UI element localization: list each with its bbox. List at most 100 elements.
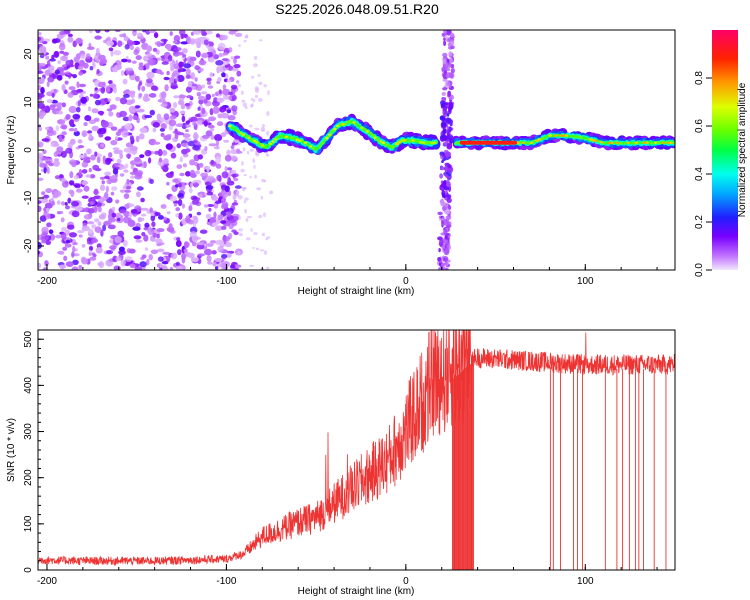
noise-speckle <box>81 257 89 265</box>
noise-speckle <box>223 139 230 143</box>
noise-speckle <box>130 175 135 179</box>
noise-speckle <box>200 30 207 34</box>
noise-speckle <box>65 261 74 267</box>
noise-speckle <box>124 163 129 169</box>
ridge-hotspot <box>395 142 399 146</box>
noise-speckle <box>236 70 242 77</box>
noise-speckle <box>108 80 113 85</box>
noise-speckle <box>101 180 105 185</box>
noise-speckle <box>267 236 271 239</box>
noise-speckle <box>113 149 121 154</box>
noise-speckle <box>249 124 253 128</box>
noise-speckle <box>74 127 78 133</box>
noise-speckle <box>71 251 75 258</box>
noise-speckle <box>217 42 226 51</box>
noise-speckle <box>60 150 67 158</box>
noise-speckle <box>201 84 206 89</box>
noise-speckle <box>194 113 201 118</box>
noise-speckle <box>51 54 55 60</box>
noise-speckle <box>180 103 186 110</box>
noise-speckle <box>178 182 182 188</box>
ridge-hotspot <box>591 139 596 142</box>
noise-speckle <box>200 91 208 95</box>
noise-speckle <box>197 95 206 101</box>
noise-speckle <box>107 224 116 230</box>
noise-speckle <box>136 108 145 113</box>
noise-speckle <box>176 265 183 270</box>
noise-speckle <box>128 150 134 154</box>
noise-speckle <box>219 106 226 113</box>
noise-speckle <box>46 166 50 174</box>
noise-speckle <box>108 111 114 117</box>
noise-speckle <box>139 154 145 159</box>
noise-speckle <box>158 157 163 163</box>
noise-speckle <box>94 226 102 233</box>
noise-speckle <box>182 54 187 58</box>
colorbar-tick-label: 0.0 <box>694 263 705 277</box>
noise-speckle <box>234 185 242 189</box>
noise-speckle <box>235 190 240 198</box>
noise-speckle <box>233 231 239 235</box>
noise-speckle <box>80 96 88 104</box>
noise-speckle <box>198 59 207 66</box>
noise-speckle <box>81 161 89 168</box>
noise-speckle <box>241 161 244 166</box>
noise-speckle <box>118 246 125 252</box>
noise-speckle <box>88 228 94 235</box>
noise-speckle <box>177 192 184 198</box>
noise-speckle <box>144 149 152 157</box>
noise-speckle <box>119 110 127 117</box>
noise-speckle <box>125 142 134 148</box>
noise-speckle <box>210 159 215 165</box>
noise-speckle <box>134 266 143 270</box>
y-tick-label: 0 <box>23 147 34 153</box>
ridge-hotspot <box>433 141 437 144</box>
snr-series-line <box>38 330 675 567</box>
noise-speckle <box>269 190 274 195</box>
noise-speckle <box>161 261 169 265</box>
figure-title: S225.2026.048.09.51.R20 <box>275 1 439 17</box>
noise-speckle <box>193 38 201 45</box>
noise-speckle <box>250 228 253 232</box>
noise-speckle <box>193 216 199 224</box>
noise-speckle <box>206 77 212 82</box>
noise-speckle <box>60 55 68 62</box>
noise-speckle <box>114 30 121 33</box>
noise-speckle <box>91 108 99 114</box>
noise-speckle <box>220 132 227 138</box>
spectrogram-x-label: Height of straight line (km) <box>298 286 415 297</box>
noise-speckle <box>57 102 63 106</box>
noise-speckle <box>153 32 159 39</box>
noise-speckle <box>208 143 217 147</box>
noise-speckle <box>61 125 67 130</box>
noise-speckle <box>78 71 84 76</box>
noise-speckle <box>170 82 178 90</box>
noise-speckle <box>83 122 88 127</box>
noise-speckle <box>115 199 120 204</box>
spectrogram-content <box>38 30 675 270</box>
noise-speckle <box>252 98 256 103</box>
noise-speckle <box>143 227 149 231</box>
noise-speckle <box>157 256 164 262</box>
noise-speckle <box>43 167 47 174</box>
noise-speckle <box>49 58 56 62</box>
noise-speckle <box>105 185 110 193</box>
noise-speckle <box>64 71 71 75</box>
ridge-hotspot <box>667 141 671 144</box>
noise-speckle <box>221 254 228 259</box>
noise-speckle <box>94 87 98 91</box>
noise-speckle <box>66 224 75 230</box>
noise-speckle <box>216 97 225 103</box>
noise-speckle <box>153 212 161 216</box>
noise-speckle <box>117 217 121 222</box>
noise-speckle <box>221 262 229 269</box>
noise-speckle <box>173 47 182 52</box>
noise-speckle <box>184 102 191 107</box>
noise-speckle <box>148 93 157 98</box>
noise-speckle <box>58 135 63 142</box>
noise-speckle <box>188 187 193 194</box>
noise-speckle <box>79 154 85 159</box>
ridge-hotspot <box>360 126 364 129</box>
noise-speckle <box>171 72 175 80</box>
noise-speckle <box>56 200 61 205</box>
